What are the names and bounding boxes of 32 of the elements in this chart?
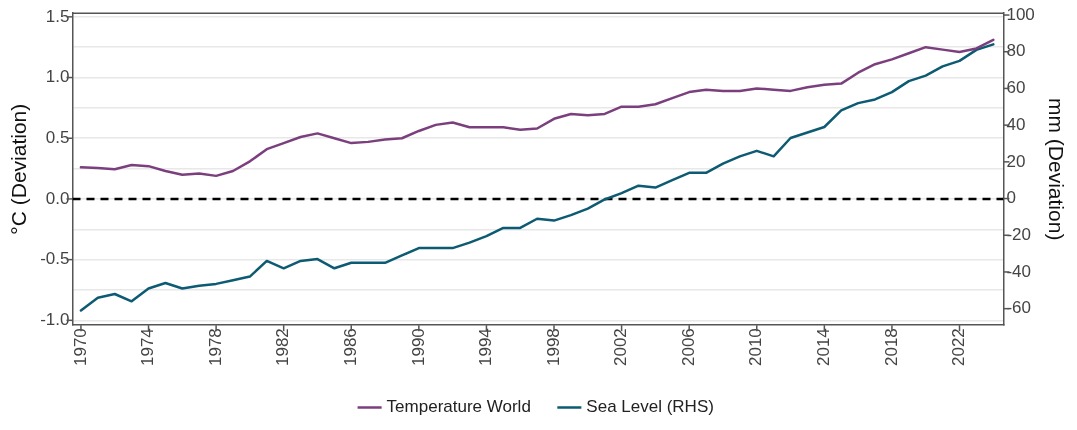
x-tick-label: 2018	[881, 328, 901, 367]
y-tick-label: 0.0	[45, 188, 70, 208]
y2-tick-label: 20	[1006, 151, 1026, 171]
y-tick-label: 0.5	[45, 127, 70, 147]
x-tick-label: 2014	[814, 328, 834, 367]
x-tick-label: 1978	[205, 328, 225, 367]
y-tick-label: 1.5	[45, 6, 70, 26]
y2-tick-label: 40	[1006, 114, 1026, 134]
x-tick-label: 1998	[543, 328, 563, 367]
y2-tick-label: 60	[1006, 78, 1026, 98]
x-tick-label: 1990	[408, 328, 428, 367]
x-tick-label: 1994	[476, 328, 496, 367]
y2-axis-title: mm (Deviation)	[1044, 98, 1068, 241]
x-tick-label: 2002	[611, 328, 631, 367]
x-tick-label: 1986	[340, 328, 360, 367]
y-tick-label: 1.0	[45, 67, 70, 87]
y2-tick-label: -40	[1006, 261, 1032, 281]
y2-tick-label: -60	[1006, 298, 1032, 318]
legend-label: Sea Level (RHS)	[586, 397, 714, 417]
x-tick-label: 2022	[949, 328, 969, 367]
legend-label: Temperature World	[386, 397, 531, 417]
y-tick-label: -0.5	[40, 249, 70, 269]
y-tick-label: -1.0	[40, 310, 70, 330]
y2-tick-label: 80	[1006, 41, 1026, 61]
y2-tick-label: 100	[1006, 4, 1035, 24]
x-tick-label: 2006	[678, 328, 698, 367]
y-axis-title: °C (Deviation)	[7, 103, 31, 235]
x-tick-label: 1982	[273, 328, 293, 367]
x-tick-label: 1974	[138, 328, 158, 367]
x-tick-label: 2010	[746, 328, 766, 367]
y2-tick-label: -20	[1006, 224, 1032, 244]
x-tick-label: 1970	[70, 328, 90, 367]
